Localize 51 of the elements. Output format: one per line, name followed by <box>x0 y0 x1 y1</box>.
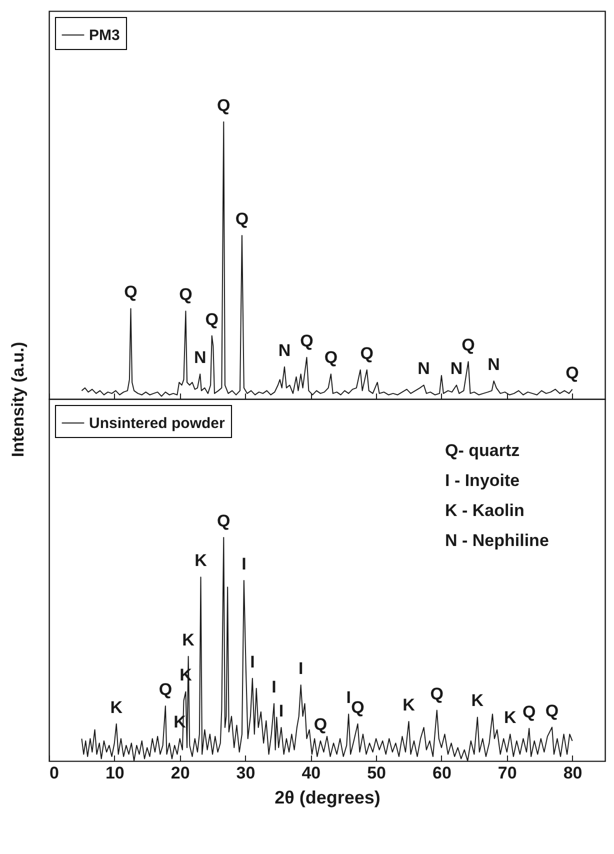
annotation: N <box>194 348 206 368</box>
x-tick-label: 60 <box>432 764 452 782</box>
annotation: Q <box>324 348 338 368</box>
annotation: Q <box>217 96 230 115</box>
annotation: I <box>298 659 304 678</box>
annotation: Q <box>462 336 475 355</box>
annotation: N <box>450 359 463 378</box>
annotation: N <box>278 340 291 360</box>
text: Q- quartz <box>445 441 520 460</box>
annotation: Q <box>217 512 230 531</box>
y-axis-title: Intensity (a.u.) <box>8 342 28 458</box>
x-tick-label: 0 <box>50 764 59 782</box>
annotation: K <box>194 551 208 570</box>
x-axis-title: 2θ (degrees) <box>274 788 380 808</box>
x-tick-label: 20 <box>170 764 190 782</box>
annotation: I <box>250 652 255 672</box>
annotation: Q <box>545 701 559 720</box>
text: I - Inyoite <box>445 471 520 490</box>
annotation: Q <box>158 680 172 700</box>
annotation: Q <box>360 344 374 363</box>
annotation: Q <box>179 285 192 304</box>
annotation: K <box>504 708 518 728</box>
x-tick-label: 10 <box>105 764 124 782</box>
annotation: K <box>182 630 196 650</box>
x-tick-label: 70 <box>498 764 517 782</box>
x-tick-label: 80 <box>563 764 582 782</box>
annotation: Q <box>566 363 579 382</box>
x-tick-label: 50 <box>367 764 386 782</box>
annotation: K <box>402 695 416 714</box>
annotation: Q <box>351 698 364 717</box>
annotation: K <box>110 698 124 717</box>
annotation: Q <box>235 209 249 228</box>
annotation: I <box>242 554 246 574</box>
annotation: Q <box>300 331 314 350</box>
x-tick-label: 40 <box>302 764 321 782</box>
annotation: I <box>346 688 351 708</box>
annotation: I <box>278 701 284 720</box>
text: K - Kaolin <box>445 501 524 520</box>
annotation: N - Nephiline <box>445 531 549 550</box>
annotation: Q <box>430 684 444 704</box>
annotation: N <box>488 354 500 374</box>
annotation: Q <box>314 714 328 734</box>
annotation: Q <box>522 702 536 722</box>
annotation: Q <box>124 282 138 302</box>
x-tick-label: 30 <box>236 764 256 782</box>
annotation: K <box>471 691 484 710</box>
annotation: Q <box>205 310 218 329</box>
legend-label: PM3 <box>89 27 120 44</box>
annotation: I <box>272 678 276 697</box>
legend-label: Unsintered powder <box>89 415 226 432</box>
annotation: N <box>418 359 430 378</box>
